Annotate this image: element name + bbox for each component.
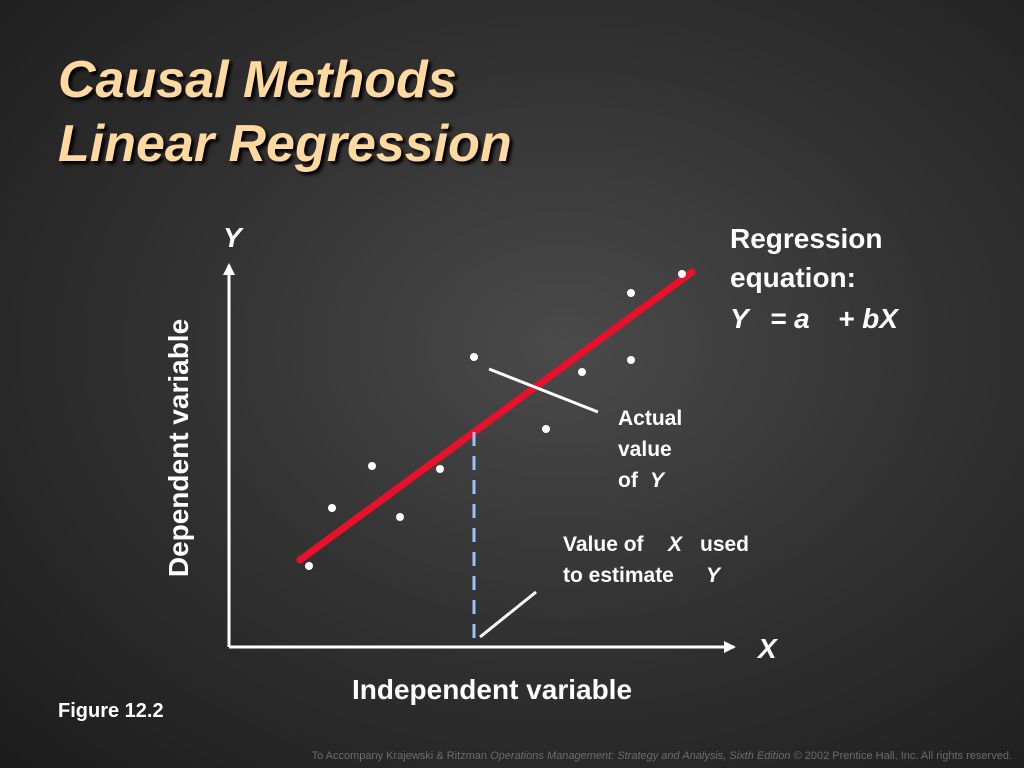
equation-y: Y xyxy=(730,303,751,334)
actual-value-line2: value xyxy=(618,438,672,461)
estimate-line2: to estimate Y xyxy=(563,564,722,587)
data-point xyxy=(627,289,635,297)
footer-prefix: To Accompany Krajewski & Ritzman xyxy=(311,750,491,762)
estimate-var-y: Y xyxy=(706,564,722,587)
data-point xyxy=(678,270,686,278)
estimate-value-of: Value of xyxy=(563,533,645,556)
actual-value-of: of xyxy=(618,469,639,492)
equation-plus-bx: + bX xyxy=(838,303,900,334)
data-point xyxy=(396,513,404,521)
data-point xyxy=(436,465,444,473)
slide-title-line1: Causal Methods xyxy=(58,51,457,109)
estimate-pointer xyxy=(479,590,537,639)
data-point xyxy=(470,353,478,361)
estimate-var-x: X xyxy=(667,533,684,556)
estimate-to-estimate: to estimate xyxy=(563,564,674,587)
actual-value-var: Y xyxy=(650,469,666,492)
y-axis-label: Dependent variable xyxy=(163,319,194,577)
data-point xyxy=(368,462,376,470)
equation-line1: Regression xyxy=(730,223,883,254)
y-axis-symbol: Y xyxy=(223,222,244,253)
data-points xyxy=(305,270,686,570)
estimate-used: used xyxy=(700,533,749,556)
footer-book-title: Operations Management: Strategy and Anal… xyxy=(490,750,791,762)
data-point xyxy=(578,368,586,376)
footer-credit: To Accompany Krajewski & Ritzman Operati… xyxy=(312,750,1012,762)
slide-title: Causal Methods Linear Regression xyxy=(58,48,512,176)
slide-title-line2: Linear Regression xyxy=(58,115,512,173)
equation-eq-a: = a xyxy=(770,303,810,334)
data-point xyxy=(627,356,635,364)
equation-formula: Y = a + bX xyxy=(730,303,900,334)
equation-line2: equation: xyxy=(730,262,856,293)
data-point xyxy=(305,562,313,570)
x-axis-label: Independent variable xyxy=(352,674,632,705)
x-axis-symbol: X xyxy=(756,633,779,664)
data-point xyxy=(542,425,550,433)
actual-value-pointer xyxy=(488,367,599,414)
footer-suffix: © 2002 Prentice Hall, Inc. All rights re… xyxy=(790,750,1012,762)
data-point xyxy=(328,504,336,512)
actual-value-line3: of Y xyxy=(618,469,666,492)
regression-line xyxy=(296,268,696,564)
actual-value-line1: Actual xyxy=(618,407,682,430)
figure-label: Figure 12.2 xyxy=(58,700,164,722)
